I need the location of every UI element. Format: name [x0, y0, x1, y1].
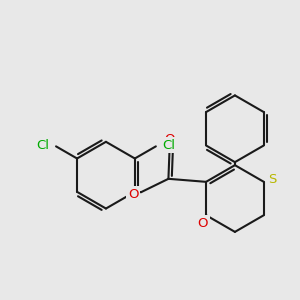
Text: O: O — [198, 217, 208, 230]
Text: O: O — [164, 134, 175, 146]
Text: S: S — [268, 173, 277, 186]
Text: Cl: Cl — [36, 139, 49, 152]
Text: Cl: Cl — [163, 139, 176, 152]
Text: O: O — [128, 188, 139, 201]
